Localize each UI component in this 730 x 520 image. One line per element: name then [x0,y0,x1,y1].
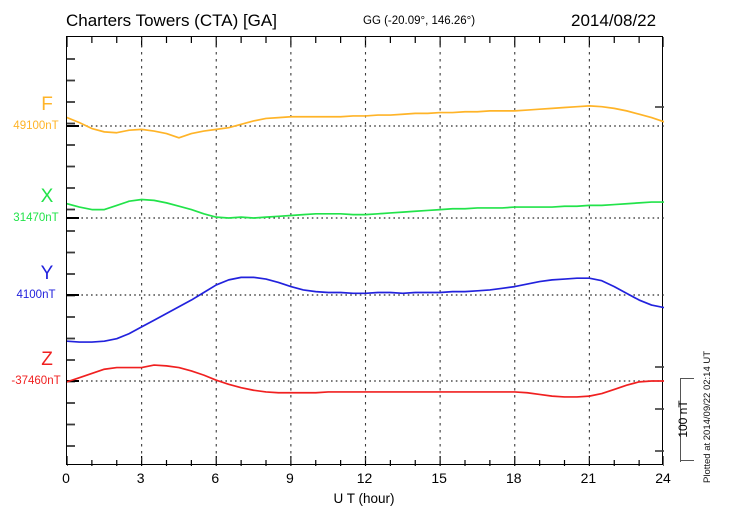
component-letter-x: X [40,186,54,207]
plot-canvas [67,37,664,466]
geographic-coordinates: GG (-20.09°, 146.26°) [363,15,476,27]
x-tick-label-9: 9 [285,470,294,486]
x-tick-label-6: 6 [211,470,220,486]
trace-z [67,364,664,398]
scale-bar-top-cap [680,378,694,380]
component-baseline-value-f: 49100nT [13,120,59,132]
page-title: Charters Towers (CTA) [GA] [66,11,277,30]
scale-bar-label: 100 nT [676,400,690,438]
x-tick-label-0: 0 [62,470,70,486]
x-tick-label-18: 18 [505,470,522,486]
scale-bar-vertical [680,378,682,462]
x-tick-label-21: 21 [580,470,597,486]
trace-x [67,198,664,219]
component-baseline-value-x: 31470nT [13,212,59,224]
magnetogram-plot [66,36,664,466]
trace-y [67,276,664,343]
scale-bar-bottom-cap [680,460,694,462]
observation-date: 2014/08/22 [571,11,657,30]
x-tick-label-12: 12 [356,470,373,486]
x-tick-label-15: 15 [431,470,447,486]
x-tick-label-3: 3 [136,470,145,486]
x-tick-label-24: 24 [655,470,671,486]
x-axis-title: U T (hour) [333,491,395,506]
component-baseline-value-z: -37460nT [11,375,61,387]
component-letter-f: F [41,94,53,115]
plotted-at-note: Plotted at 2014/09/22 02:14 UT [702,350,713,483]
component-baseline-value-y: 4100nT [16,289,56,301]
trace-f [67,104,664,139]
component-letter-y: Y [40,263,54,284]
component-letter-z: Z [41,349,53,370]
scale-bar [668,372,694,467]
